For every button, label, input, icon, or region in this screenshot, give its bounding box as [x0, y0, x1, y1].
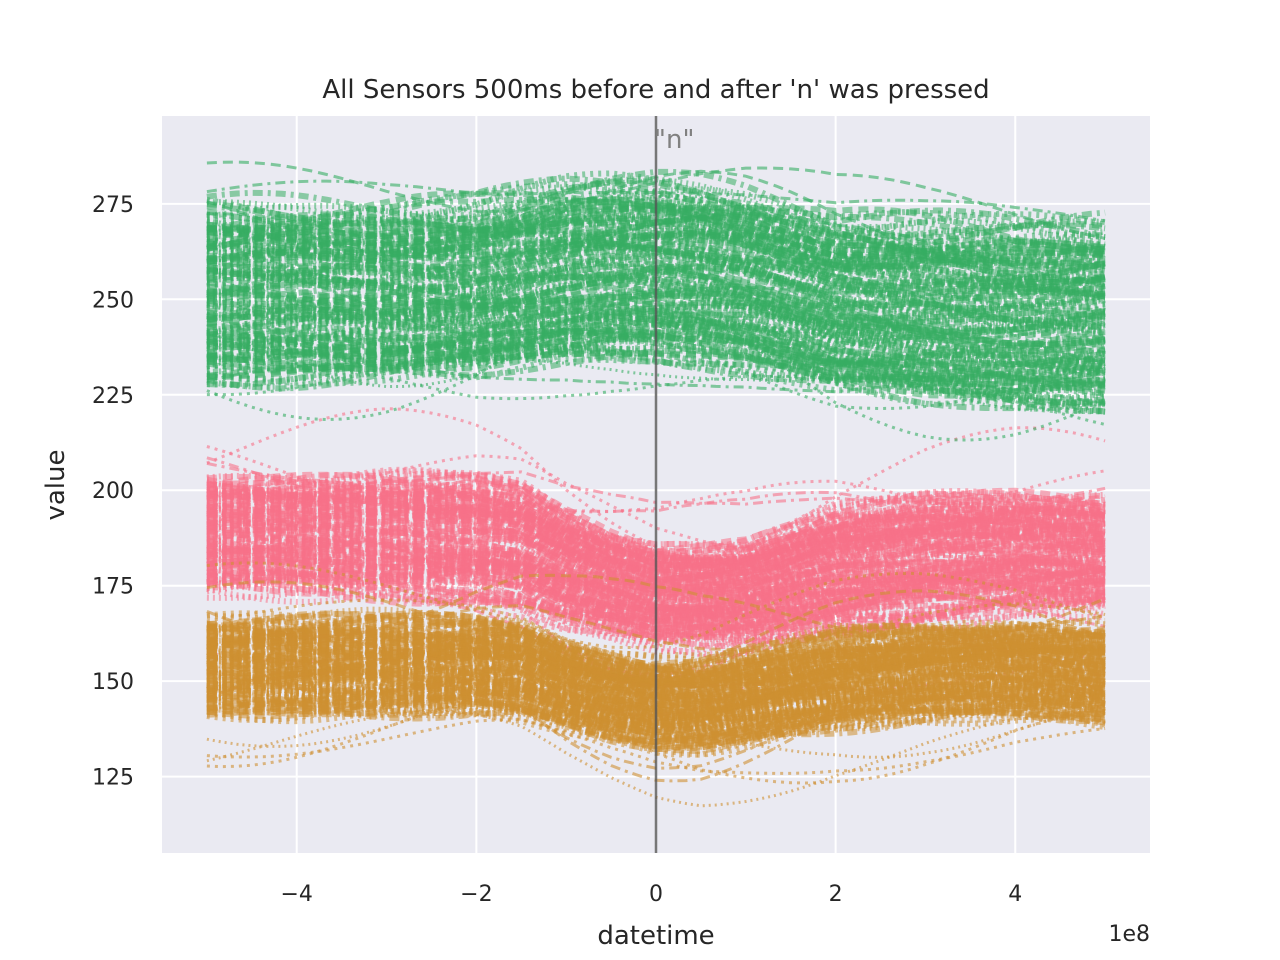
series-trace	[206, 499, 1106, 595]
series-trace	[206, 681, 1106, 737]
x-tick-label: −4	[281, 882, 313, 907]
series-trace	[206, 657, 1106, 709]
series-trace	[206, 618, 1106, 679]
series-trace	[206, 181, 1106, 241]
y-tick-label: 250	[92, 288, 134, 313]
series-trace	[206, 333, 1106, 401]
series-trace	[206, 238, 1106, 303]
series-trace	[206, 547, 1106, 624]
series-trace	[206, 501, 1106, 579]
series-trace	[206, 696, 1106, 746]
series-outlier-trace	[206, 362, 1106, 406]
x-tick-label: 2	[829, 882, 843, 907]
series-outlier-trace	[206, 306, 1106, 442]
series-trace	[206, 618, 1106, 672]
x-axis-label: datetime	[597, 921, 714, 951]
series-trace	[206, 688, 1106, 744]
series-trace	[206, 641, 1106, 704]
y-tick-label: 200	[92, 479, 134, 504]
series-outlier-trace	[206, 518, 1106, 639]
series-outlier-trace	[206, 580, 1106, 678]
series-trace	[206, 523, 1106, 608]
series-outlier-trace	[206, 598, 1106, 675]
series-trace	[206, 624, 1106, 678]
series-trace	[206, 646, 1106, 711]
y-tick-label: 125	[92, 766, 134, 791]
series-trace	[206, 238, 1106, 299]
series-outlier-trace	[206, 479, 1106, 623]
series-trace	[206, 343, 1106, 415]
series-outlier-trace	[206, 288, 1106, 412]
series-trace	[206, 510, 1106, 587]
series-trace	[206, 571, 1106, 647]
annotation-label: "n"	[654, 125, 694, 155]
x-tick-label: 0	[649, 882, 663, 907]
y-tick-label: 175	[92, 575, 134, 600]
series-trace	[206, 194, 1106, 254]
series-trace	[206, 575, 1106, 644]
series-trace	[206, 553, 1106, 632]
series-trace	[206, 499, 1106, 576]
series-trace	[206, 698, 1106, 745]
series-trace	[206, 567, 1106, 637]
series-trace	[206, 617, 1106, 684]
y-tick-label: 225	[92, 384, 134, 409]
series-outlier-trace	[206, 361, 1106, 426]
series-trace	[206, 552, 1106, 623]
x-tick-label: −2	[460, 882, 492, 907]
series-trace	[206, 320, 1106, 385]
y-tick-label: 150	[92, 670, 134, 695]
series-trace	[206, 328, 1106, 388]
series-trace	[206, 665, 1106, 722]
chart-title: All Sensors 500ms before and after 'n' w…	[322, 75, 989, 105]
x-tick-label: 4	[1008, 882, 1022, 907]
series-trace	[206, 524, 1106, 616]
series-trace	[206, 299, 1106, 368]
series-trace	[206, 669, 1106, 724]
series-outlier-trace	[206, 694, 1106, 785]
series-trace	[206, 284, 1106, 350]
series-trace	[206, 244, 1106, 323]
y-tick-label: 275	[92, 193, 134, 218]
series-outlier-trace	[206, 456, 1106, 528]
series-trace	[206, 275, 1106, 339]
x-offset-text: 1e8	[1108, 922, 1150, 947]
series-outlier-trace	[206, 534, 1106, 629]
series-trace	[206, 176, 1106, 240]
series-outlier-trace	[206, 479, 1106, 592]
series-trace	[206, 274, 1106, 335]
series-trace	[206, 179, 1106, 241]
series-trace	[206, 219, 1106, 270]
series-trace	[206, 681, 1106, 732]
series-trace	[206, 640, 1106, 703]
annotation-layer: "n"	[654, 116, 694, 853]
ticks: −4 −2 0 2 4 125 150 175 200 225 250 275	[92, 193, 1022, 907]
series-trace	[206, 230, 1106, 298]
series-outlier-trace	[206, 687, 1106, 759]
y-axis-label: value	[41, 449, 71, 520]
series-trace	[206, 610, 1106, 675]
